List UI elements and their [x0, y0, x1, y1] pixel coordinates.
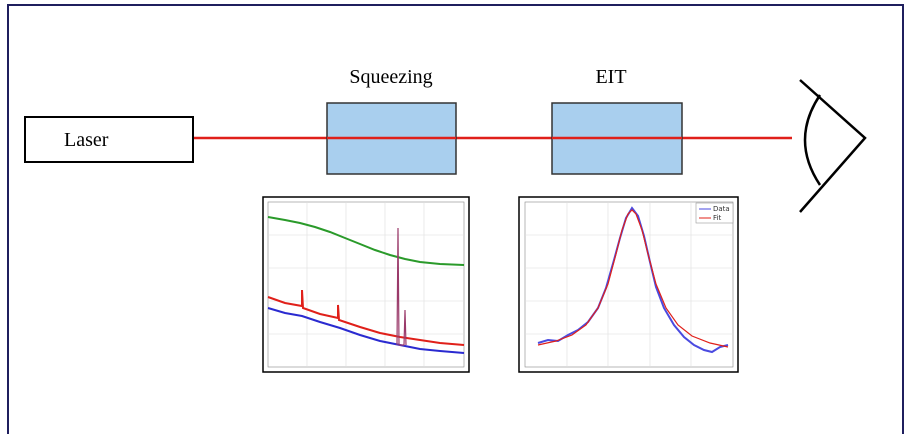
eye-lids [799, 79, 867, 213]
data-trace [537, 206, 729, 354]
eye-pupil [803, 94, 822, 186]
spike [396, 227, 407, 346]
eit-label: EIT [595, 66, 626, 88]
plot-area [524, 201, 734, 368]
eit-plot: Data Fit [518, 196, 739, 373]
laser-box [24, 116, 194, 163]
squeezing-label: Squeezing [349, 66, 432, 88]
fit-trace [537, 209, 729, 348]
eye [799, 79, 867, 213]
legend-label: Fit [713, 214, 721, 222]
trace [267, 216, 465, 266]
legend-label: Data [713, 205, 730, 213]
squeezing-plot [262, 196, 470, 373]
trace [267, 307, 465, 354]
trace [267, 289, 465, 346]
plot-grid [268, 202, 464, 367]
laser-label: Laser [64, 129, 109, 151]
plot-grid [525, 202, 733, 367]
plot-area [267, 201, 465, 368]
